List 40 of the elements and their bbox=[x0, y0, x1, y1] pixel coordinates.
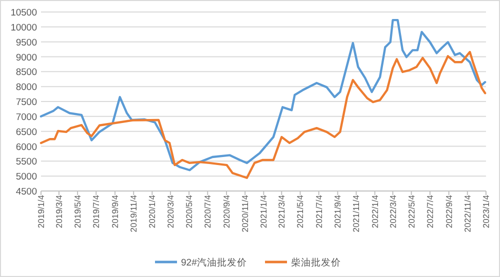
y-tick-label: 10000 bbox=[10, 22, 37, 34]
y-tick-label: 9000 bbox=[16, 52, 37, 64]
y-tick-label: 5500 bbox=[16, 156, 37, 168]
y-tick-label: 7500 bbox=[16, 97, 37, 108]
x-tick-label: 2021/7/4 bbox=[314, 194, 324, 228]
y-tick-label: 8000 bbox=[16, 82, 37, 94]
x-tick-label: 2021/11/4 bbox=[351, 194, 362, 232]
x-tick-label: 2019/5/4 bbox=[72, 194, 83, 228]
x-tick-label: 2021/9/4 bbox=[332, 194, 343, 228]
y-tick-label: 10500 bbox=[10, 8, 37, 18]
y-tick-label: 4500 bbox=[16, 186, 37, 198]
x-tick-label: 2019/9/4 bbox=[110, 194, 120, 228]
y-tick-label: 5000 bbox=[16, 172, 37, 183]
x-tick-label: 2019/1/4 bbox=[36, 194, 46, 228]
y-tick-label: 6000 bbox=[16, 142, 37, 153]
y-tick-label: 8500 bbox=[16, 67, 37, 78]
x-tick-label: 2020/7/4 bbox=[202, 194, 213, 228]
x-tick-label: 2021/3/4 bbox=[276, 194, 287, 228]
legend-label: 柴油批发价 bbox=[291, 256, 341, 268]
x-tick-label: 2020/9/4 bbox=[221, 194, 232, 228]
x-tick-label: 2019/7/4 bbox=[91, 194, 102, 228]
x-tick-label: 2022/7/4 bbox=[424, 194, 435, 228]
x-tick-label: 2021/5/4 bbox=[295, 194, 306, 228]
x-tick-label: 2020/11/4 bbox=[240, 194, 250, 232]
x-tick-label: 2020/3/4 bbox=[165, 194, 176, 228]
x-tick-label: 2022/1/4 bbox=[370, 194, 380, 228]
legend-label: 92#汽油批发价 bbox=[181, 256, 247, 268]
y-tick-label: 9500 bbox=[16, 37, 37, 48]
x-tick-label: 2022/3/4 bbox=[388, 194, 398, 228]
x-tick-label: 2020/5/4 bbox=[184, 194, 194, 228]
x-tick-label: 2023/1/4 bbox=[481, 194, 491, 228]
x-tick-label: 2022/5/4 bbox=[406, 194, 416, 228]
x-tick-label: 2019/11/4 bbox=[128, 194, 139, 232]
y-tick-label: 6500 bbox=[16, 126, 37, 138]
x-tick-label: 2022/11/4 bbox=[462, 194, 472, 232]
x-tick-label: 2022/9/4 bbox=[444, 194, 454, 228]
x-tick-label: 2020/1/4 bbox=[147, 194, 158, 228]
x-tick-label: 2021/1/4 bbox=[258, 194, 269, 228]
x-tick-label: 2019/3/4 bbox=[54, 194, 64, 228]
y-tick-label: 7000 bbox=[16, 112, 37, 123]
